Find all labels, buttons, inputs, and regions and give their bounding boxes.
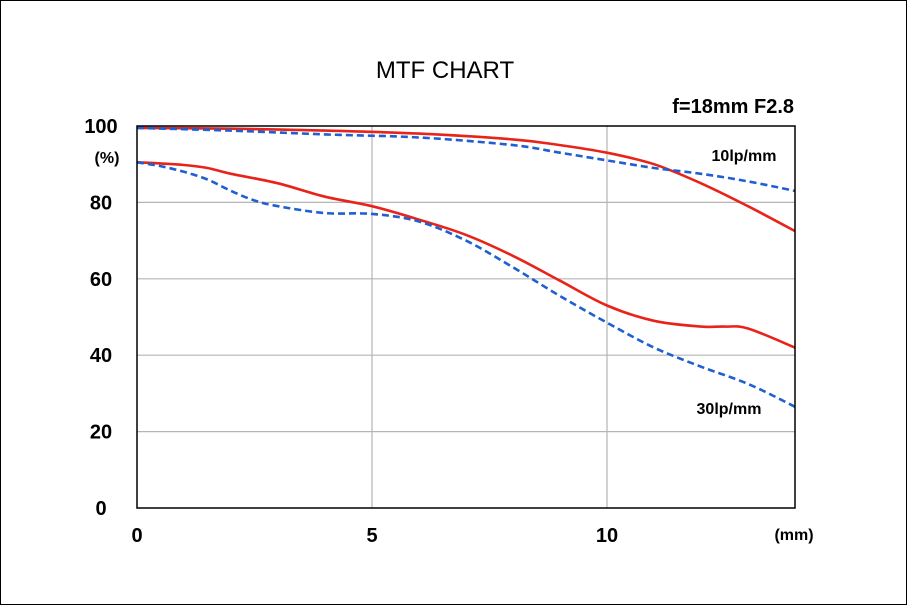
y-tick-label: 60: [90, 269, 112, 291]
series-line-30lpmm-dashed: [136, 161, 796, 408]
series-line-10lpmm-solid: [136, 126, 796, 233]
y-tick-label: 40: [90, 345, 112, 367]
x-tick-label: 0: [131, 525, 142, 547]
series-line-30lpmm-solid: [136, 161, 796, 349]
y-tick-label: 100: [84, 116, 117, 138]
x-tick-label: 10: [596, 525, 618, 547]
x-tick-label: 5: [366, 525, 377, 547]
chart-title: MTF CHART: [376, 57, 515, 84]
y-tick-label: 20: [90, 422, 112, 444]
series-line-10lpmm-dashed: [136, 126, 796, 193]
plot-border: [136, 125, 796, 509]
x-axis-unit: (mm): [774, 527, 813, 544]
chart-subtitle: f=18mm F2.8: [672, 96, 794, 118]
annotation-10lp: 10lp/mm: [712, 148, 777, 165]
y-tick-label: 0: [95, 498, 106, 520]
annotation-30lp: 30lp/mm: [697, 401, 762, 418]
y-axis-unit: (%): [95, 150, 120, 167]
y-tick-label: 80: [90, 192, 112, 214]
